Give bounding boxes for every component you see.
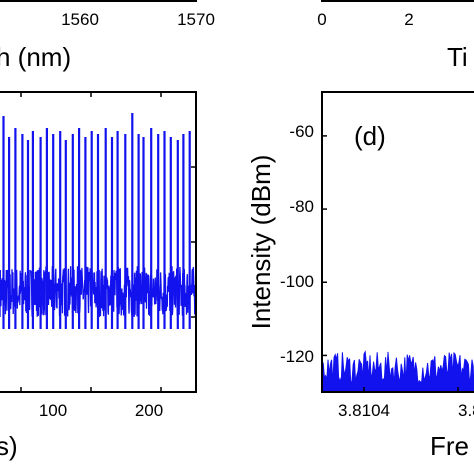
bottom-right-ytick-label: -80 <box>289 197 314 216</box>
bottom-right-ytick-label: -60 <box>289 122 314 141</box>
bottom-right-axes-frame <box>321 91 474 393</box>
top-left-xtick-label: 1560 <box>61 10 99 29</box>
bottom-left-xtick-label: 200 <box>135 401 163 420</box>
bottom-left-trace <box>0 113 197 329</box>
top-right-xtick-label: 2 <box>404 10 413 29</box>
panel-top-right: 0 2 Ti <box>317 0 474 72</box>
panel-bottom-left: 100 200 s) <box>0 91 197 461</box>
bottom-right-xtick-label: 3.8 <box>458 401 474 420</box>
bottom-right-ytick-label: -100 <box>280 272 314 291</box>
bottom-left-xtick-label: 100 <box>39 401 67 420</box>
panel-annotation-d: (d) <box>354 121 386 151</box>
top-right-xtick-label: 0 <box>317 10 326 29</box>
panel-bottom-right: -60 -80 -100 -120 3.8104 3.8 Intensity (… <box>246 91 474 461</box>
panel-top-left: 1560 1570 h (nm) <box>0 0 215 72</box>
bottom-right-spectrum <box>321 350 474 393</box>
bottom-right-x-axis-label: Fre <box>430 431 469 461</box>
bottom-left-axes-frame <box>0 91 197 393</box>
bottom-right-trace <box>321 350 474 393</box>
top-right-x-axis-label: Ti <box>447 42 468 72</box>
top-left-xtick-label: 1570 <box>177 10 215 29</box>
bottom-right-xtick-label: 3.8104 <box>338 401 390 420</box>
top-left-x-axis-label: h (nm) <box>0 42 71 72</box>
bottom-right-y-axis-label: Intensity (dBm) <box>246 155 276 330</box>
bottom-left-x-axis-label: s) <box>0 431 18 461</box>
bottom-right-ytick-label: -120 <box>280 347 314 366</box>
